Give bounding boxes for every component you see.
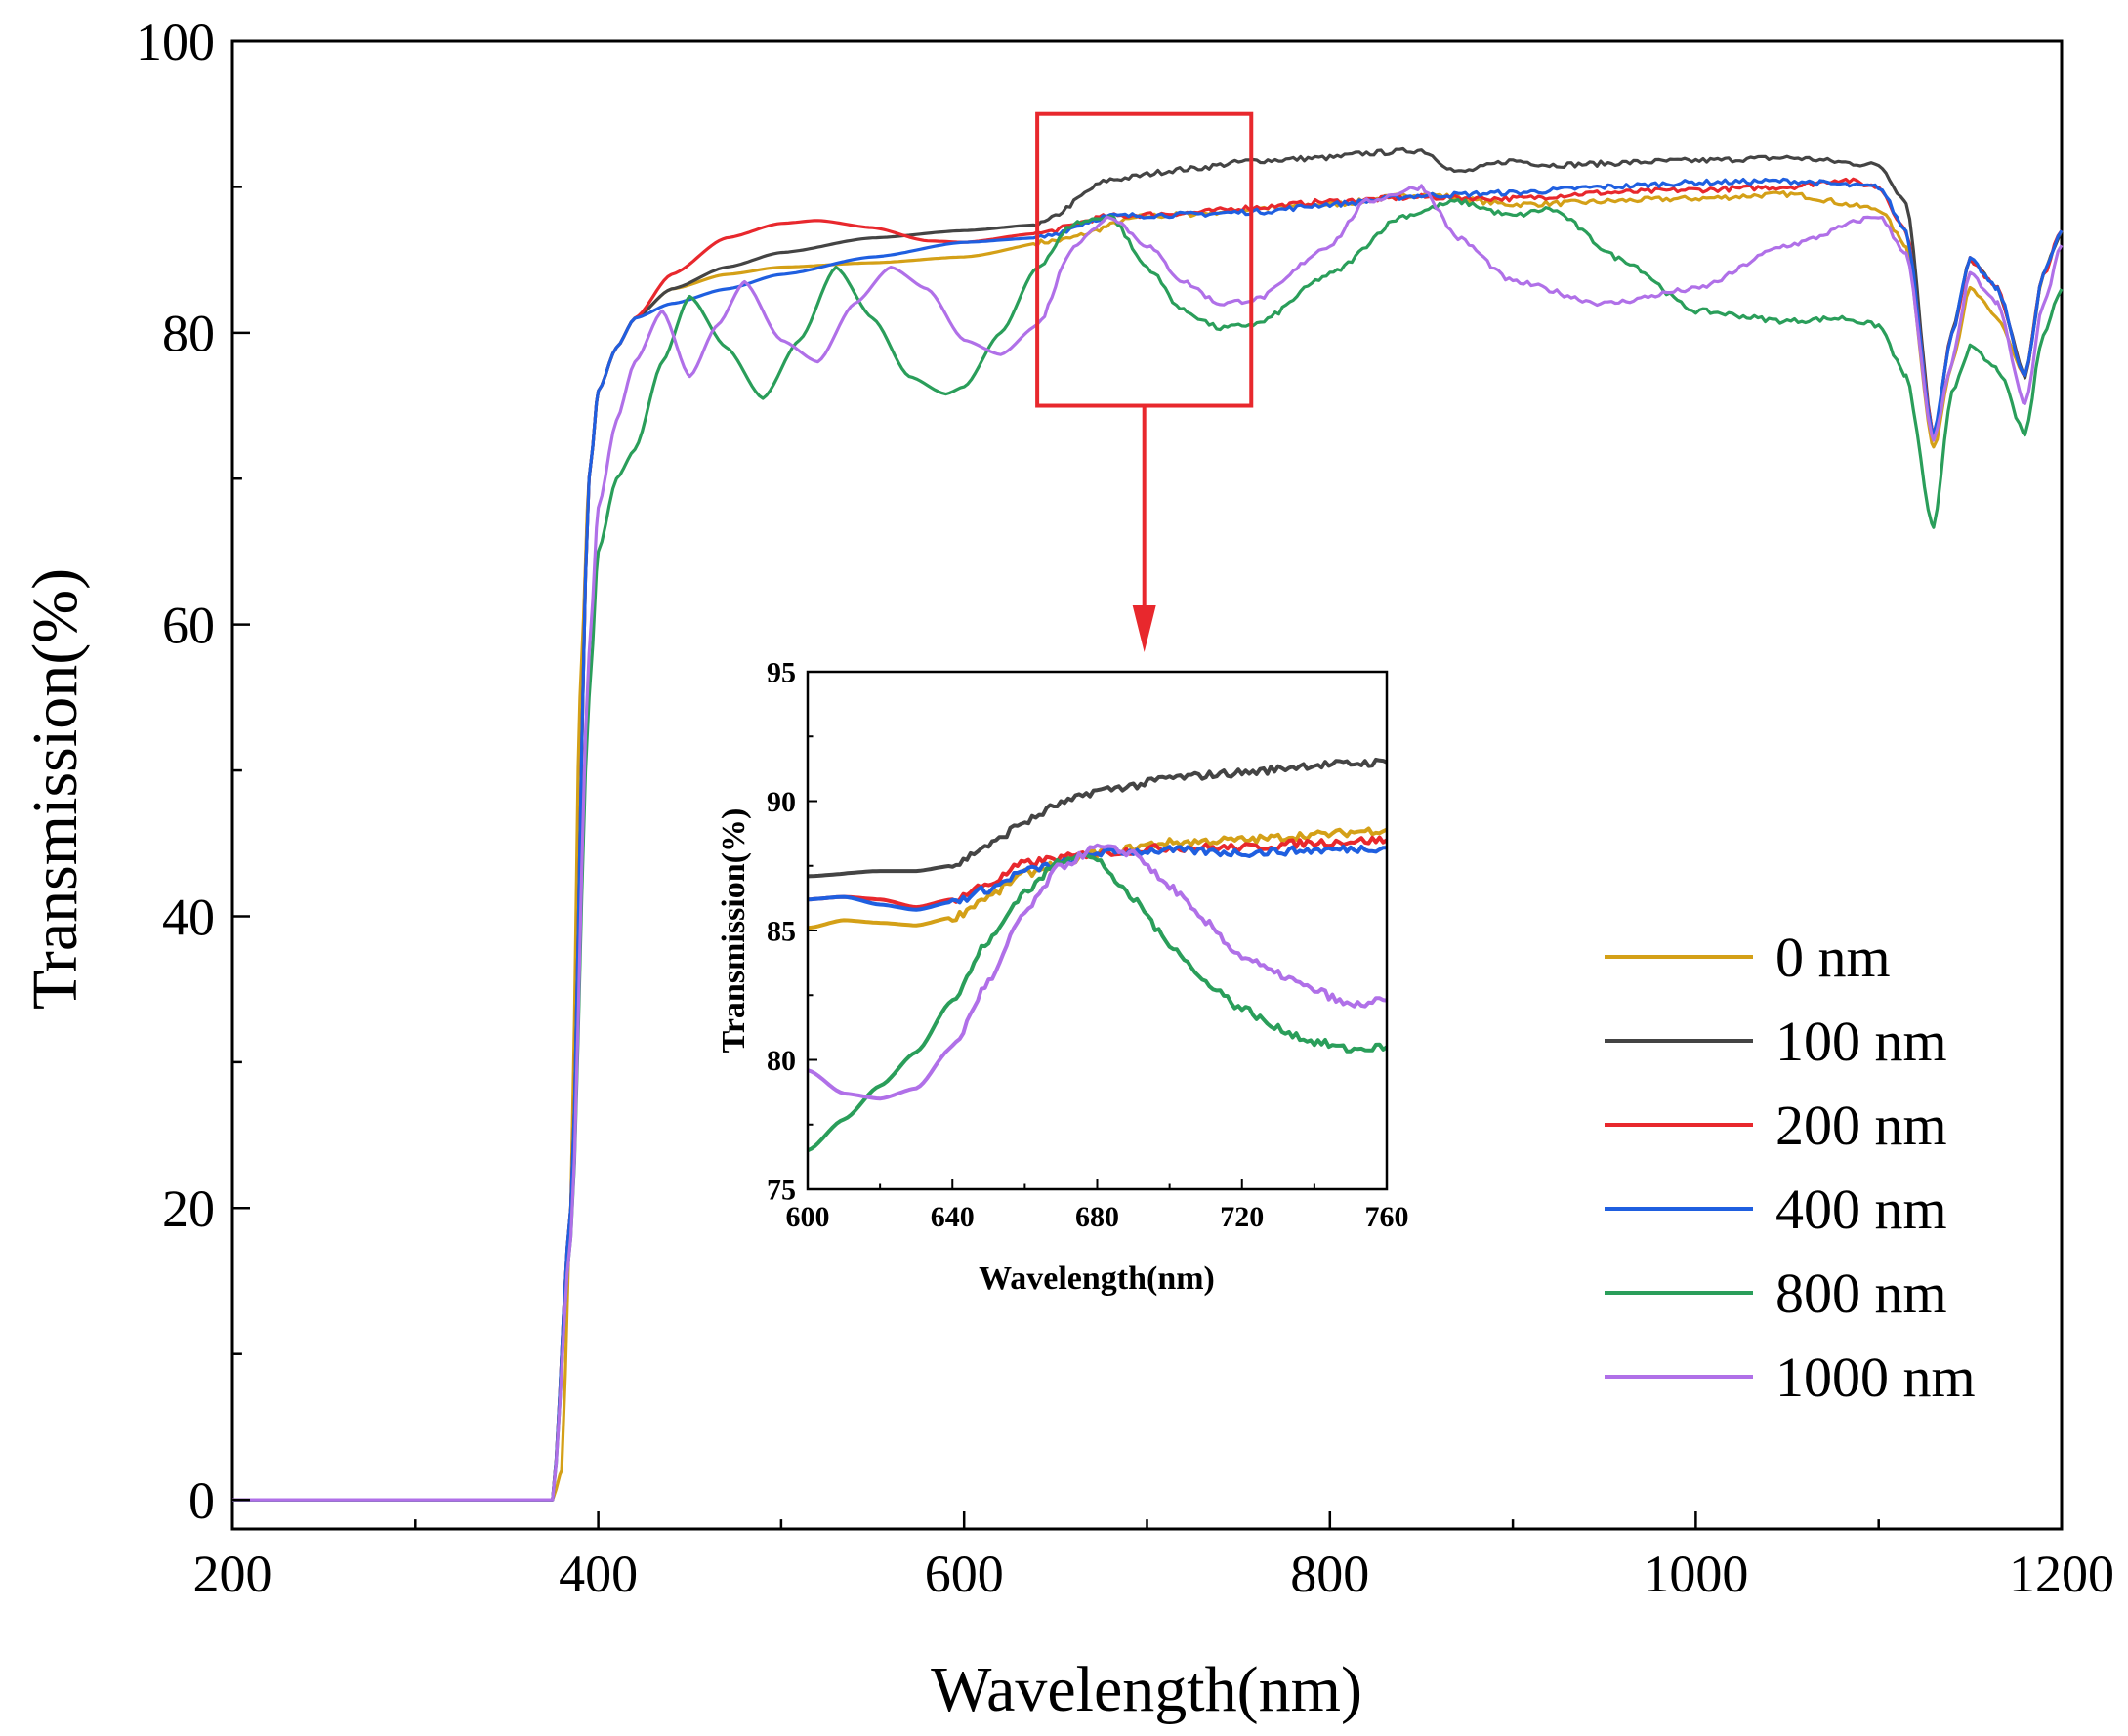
inset-y-tick-label: 95 [767, 657, 796, 689]
inset-y-axis-title: Transmission(%) [716, 808, 752, 1054]
legend-label: 200 nm [1775, 1094, 1947, 1157]
inset-x-tick-label: 600 [786, 1201, 830, 1233]
inset-series-400-nm [807, 845, 1387, 912]
inset-y-tick-label: 80 [767, 1045, 796, 1077]
main-y-tick-label: 40 [162, 888, 215, 946]
inset-x-tick-label: 680 [1075, 1201, 1119, 1233]
main-x-tick-label: 600 [925, 1545, 1004, 1603]
inset-background [808, 672, 1387, 1189]
main-x-tick-label: 400 [559, 1545, 638, 1603]
main-x-tick-label: 200 [193, 1545, 272, 1603]
legend-label: 100 nm [1775, 1010, 1947, 1073]
legend-label: 1000 nm [1775, 1345, 1976, 1409]
inset-series-group [807, 757, 1389, 1153]
legend-label: 800 nm [1775, 1261, 1947, 1325]
inset-series-100-nm [807, 757, 1388, 879]
inset-series-1000-nm [807, 843, 1388, 1101]
main-x-ticks: 200 400 600 800 1000 1200 [193, 1511, 2114, 1603]
main-plot: 200 400 600 800 1000 1200 0 20 40 60 80 100 Wavele… [20, 13, 2114, 1725]
main-x-tick-label: 800 [1290, 1545, 1369, 1603]
legend-item-400-nm: 400 nm [1605, 1178, 1947, 1241]
inset-y-tick-label: 85 [767, 916, 796, 948]
main-series-1000-nm [232, 184, 2064, 1502]
inset-x-tick-label: 720 [1220, 1201, 1264, 1233]
main-y-tick-label: 60 [162, 597, 215, 655]
inset-x-tick-label: 640 [931, 1201, 975, 1233]
inset-y-tick-label: 90 [767, 786, 796, 818]
main-y-tick-label: 100 [136, 13, 215, 71]
zoom-arrow-head [1132, 605, 1156, 652]
main-x-tick-label: 1200 [2009, 1545, 2114, 1603]
legend-item-100-nm: 100 nm [1605, 1010, 1947, 1073]
inset-x-axis-title: Wavelength(nm) [979, 1261, 1215, 1297]
main-series-group [232, 146, 2064, 1502]
main-y-tick-label: 80 [162, 305, 215, 363]
inset-y-tick-label: 75 [767, 1175, 796, 1207]
legend: 0 nm 100 nm 200 nm 400 nm 800 nm 1000 nm [1605, 926, 1976, 1409]
main-y-tick-label: 0 [188, 1471, 215, 1530]
main-y-tick-label: 20 [162, 1179, 215, 1238]
legend-item-200-nm: 200 nm [1605, 1094, 1947, 1157]
main-x-tick-label: 1000 [1643, 1545, 1748, 1603]
main-x-axis-title: Wavelength(nm) [931, 1654, 1362, 1725]
legend-item-800-nm: 800 nm [1605, 1261, 1947, 1325]
zoom-box [1035, 111, 1254, 408]
inset-series-800-nm [807, 851, 1389, 1153]
legend-item-1000-nm: 1000 nm [1605, 1345, 1976, 1409]
inset-plot: 600 640 680 720 760 75 80 85 90 95 Wavelength(nm… [716, 657, 1409, 1298]
legend-label: 0 nm [1775, 926, 1891, 989]
main-y-axis-title: Transmission(%) [20, 568, 91, 1010]
inset-x-ticks: 600 640 680 720 760 [786, 1179, 1409, 1233]
inset-series-0-nm [807, 826, 1388, 930]
legend-item-0-nm: 0 nm [1605, 926, 1891, 989]
main-y-ticks: 0 20 40 60 80 100 [136, 13, 250, 1530]
inset-y-ticks: 75 80 85 90 95 [767, 657, 817, 1207]
zoom-annotation [1035, 111, 1254, 652]
legend-label: 400 nm [1775, 1178, 1947, 1241]
inset-x-tick-label: 760 [1365, 1201, 1409, 1233]
